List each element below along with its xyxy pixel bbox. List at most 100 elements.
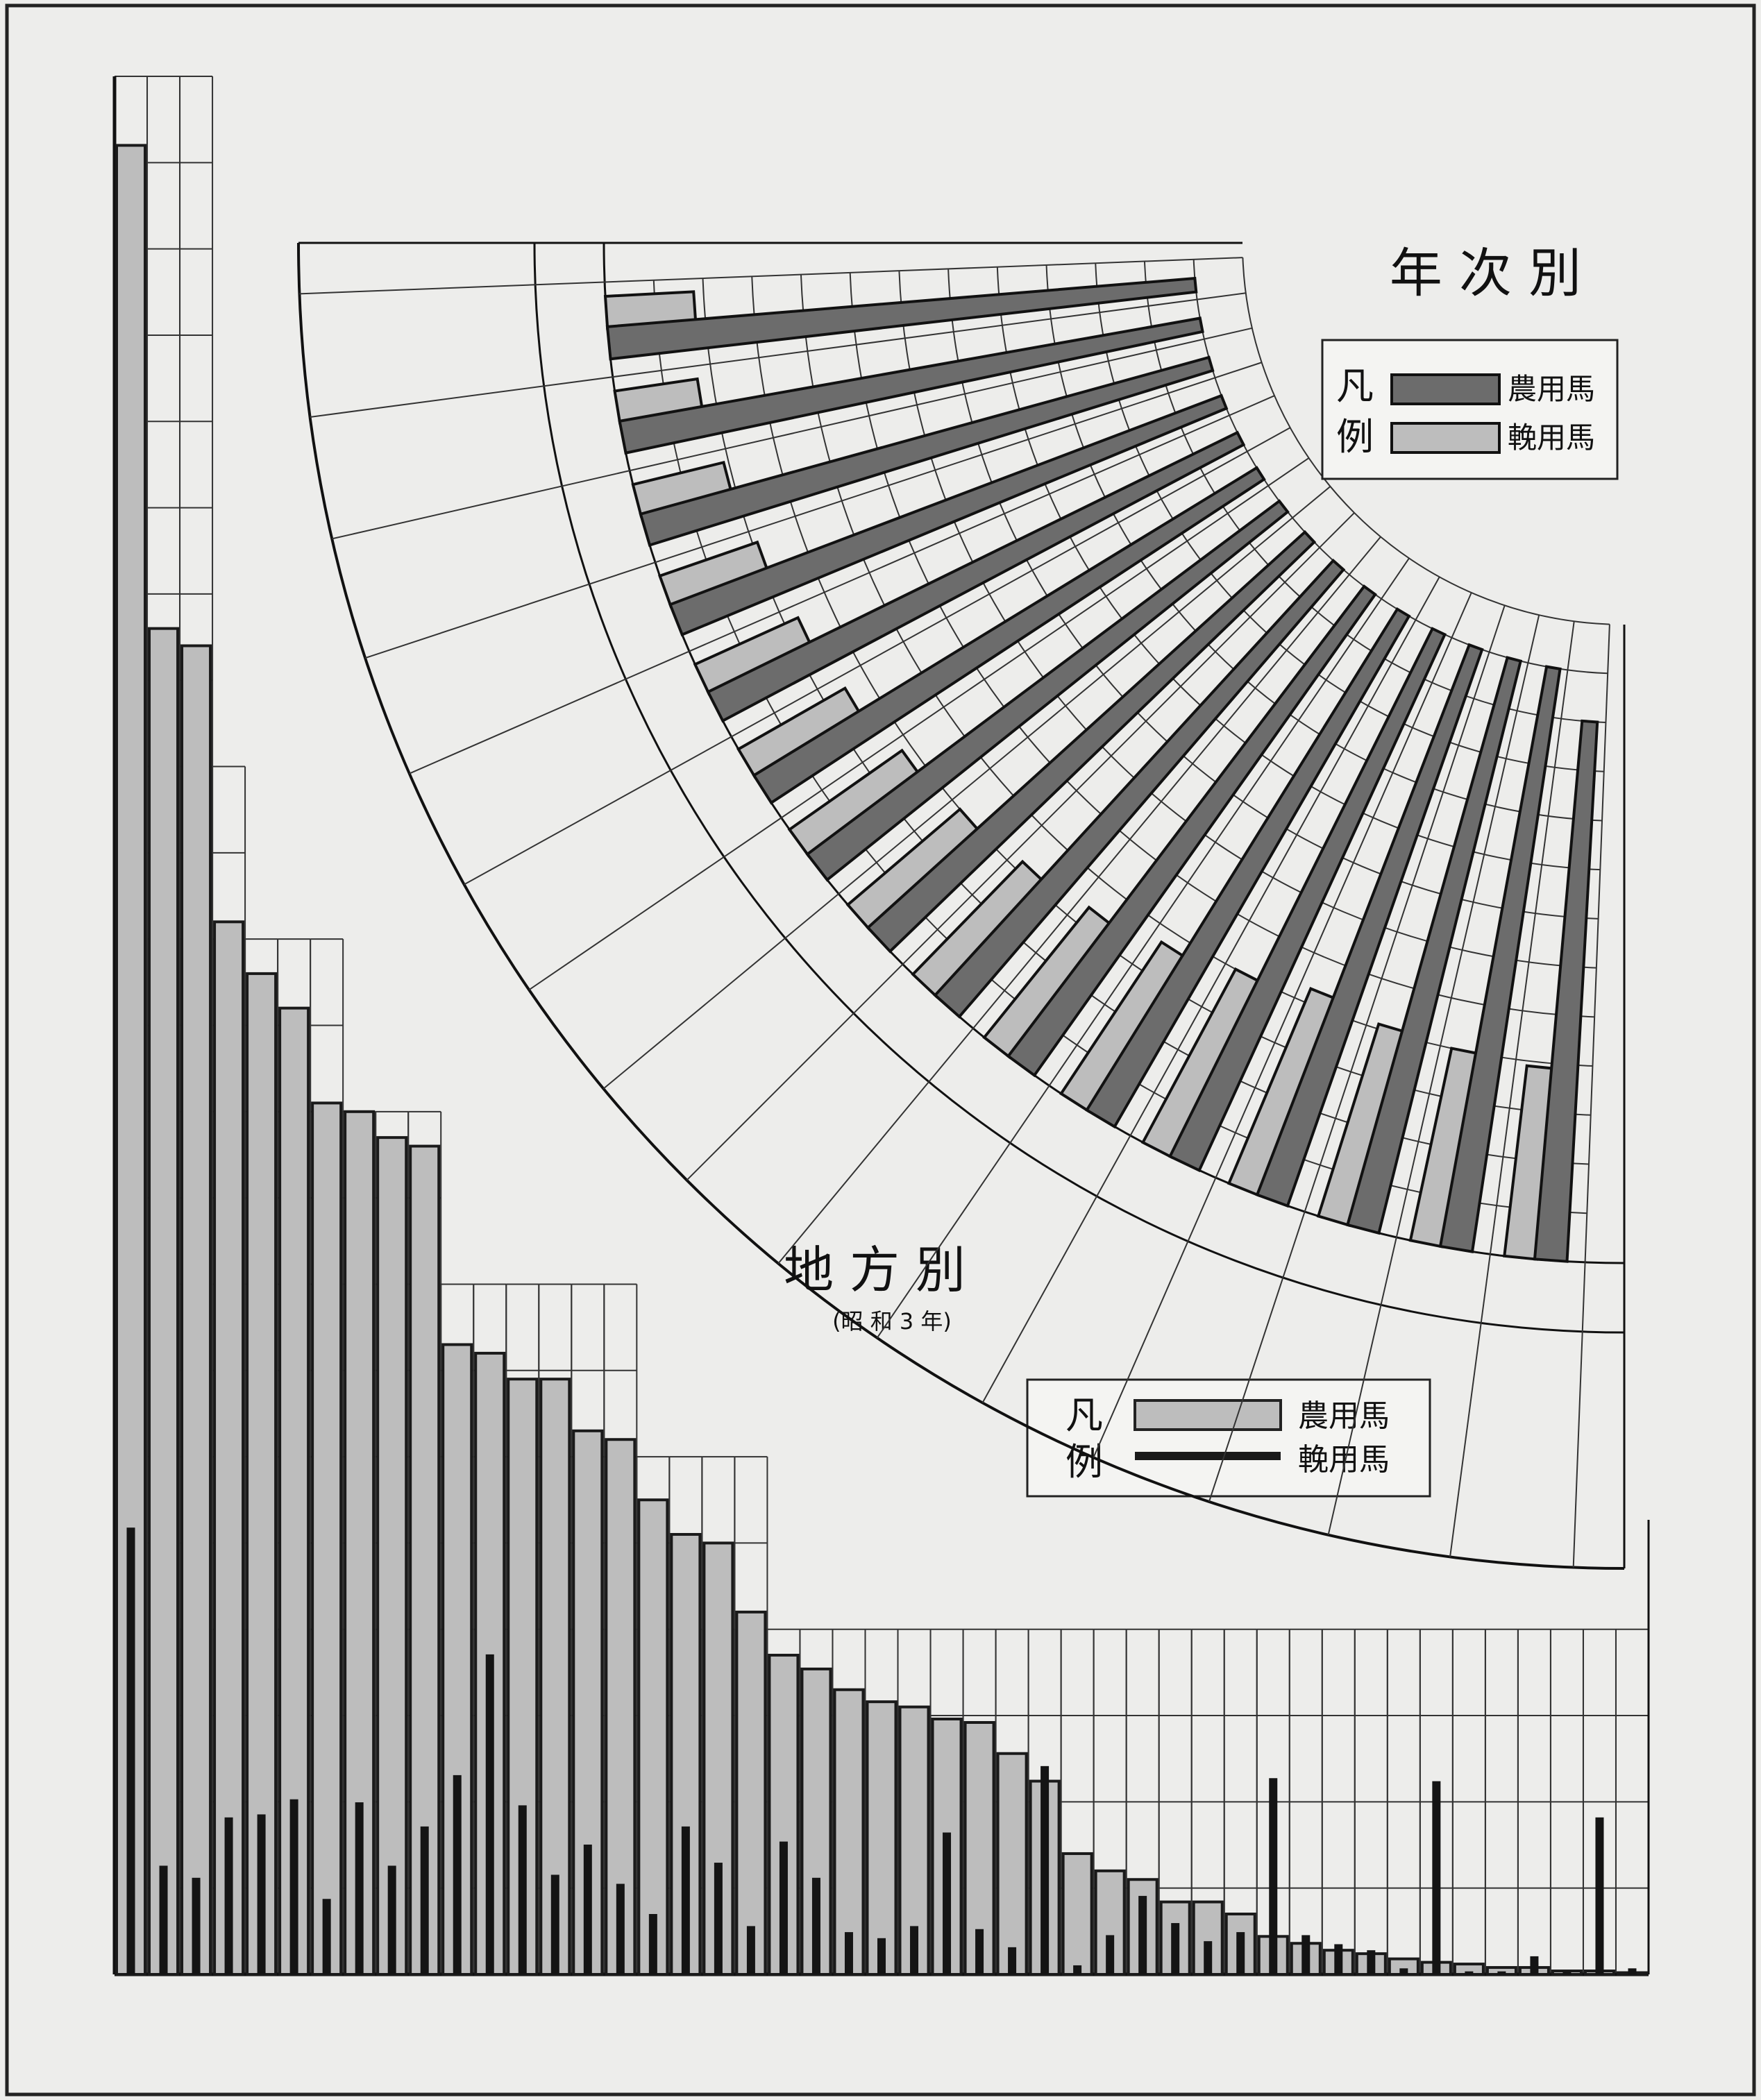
draft-horse-bar [387, 1865, 396, 1974]
draft-horse-bar [420, 1826, 429, 1974]
yearly-legend-farm-swatch [1390, 373, 1501, 405]
draft-horse-bar [583, 1844, 592, 1974]
draft-horse-bar [1530, 1956, 1539, 1974]
farm-horse-bar [637, 1498, 669, 1976]
regional-legend: 凡 例 農用馬 輓用馬 [1026, 1378, 1431, 1498]
draft-horse-bar [975, 1929, 984, 1974]
yearly-farm-bar [706, 430, 1246, 723]
yearly-legend: 凡 例 農用馬 輓用馬 [1321, 339, 1619, 480]
yearly-grid-ray [331, 327, 1253, 540]
farm-horse-bar [996, 1752, 1028, 1976]
farm-horse-bar [213, 920, 245, 1976]
yearly-farm-bar [866, 530, 1317, 954]
farm-horse-bar [866, 1700, 898, 1976]
yearly-bars [603, 276, 1599, 1263]
yearly-grid-ray [364, 362, 1262, 659]
draft-horse-bar [1008, 1947, 1017, 1974]
draft-horse-bar [811, 1877, 820, 1974]
yearly-grid-ray [603, 486, 1331, 1090]
yearly-grid-ray [1208, 605, 1506, 1502]
regional-subtitle: (昭 和 3 年) [832, 1308, 952, 1335]
farm-horse-bar [148, 627, 180, 1976]
farm-horse-bar [735, 1610, 767, 1976]
draft-horse-bar [1465, 1971, 1474, 1974]
draft-horse-bar [126, 1527, 135, 1974]
draft-horse-bar [192, 1877, 201, 1974]
outer-frame [5, 3, 1756, 2097]
draft-horse-bar [1399, 1968, 1408, 1974]
draft-horse-bar [910, 1926, 919, 1974]
yearly-farm-bar [752, 466, 1266, 805]
draft-horse-bar [681, 1826, 690, 1974]
yearly-farm-bar [1438, 665, 1562, 1253]
yearly-legend-draft-label: 輓用馬 [1508, 421, 1595, 455]
draft-horse-bar [1073, 1965, 1082, 1974]
draft-horse-bar [1171, 1923, 1180, 1974]
yearly-grid-ray [1449, 621, 1575, 1557]
yearly-legend-farm-label: 農用馬 [1508, 372, 1595, 406]
yearly-grid-ray [876, 557, 1410, 1339]
draft-horse-bar [1106, 1935, 1115, 1974]
draft-horse-bar [1301, 1935, 1311, 1974]
yearly-grid-arc [1242, 257, 1610, 625]
yearly-legend-box [1321, 339, 1619, 480]
farm-horse-bar [833, 1688, 865, 1976]
draft-horse-bar [1595, 1817, 1604, 1974]
yearly-grid-ray [981, 576, 1440, 1403]
yearly-legend-header-1: 凡 [1336, 364, 1374, 408]
draft-horse-bar [322, 1899, 331, 1974]
regional-legend-draft-swatch [1135, 1452, 1281, 1460]
yearly-farm-bar [1168, 627, 1447, 1173]
farm-horse-bar [1224, 1912, 1256, 1976]
yearly-farm-bar [933, 558, 1346, 1019]
farm-horse-bar [246, 972, 278, 1976]
yearly-farm-bar [1084, 607, 1411, 1129]
farm-horse-bar [1061, 1852, 1093, 1976]
draft-horse-bar [746, 1926, 755, 1974]
yearly-farm-bar [639, 355, 1215, 548]
regional-chart: 地 方 別 (昭 和 3 年) 凡 例 農用馬 輓用馬 [112, 76, 1650, 1976]
draft-horse-bar [1040, 1765, 1050, 1974]
regional-legend-farm-swatch [1134, 1399, 1282, 1431]
regional-legend-header-1: 凡 [1065, 1394, 1103, 1437]
draft-horse-bar [1269, 1778, 1278, 1974]
yearly-grid-ray [464, 427, 1291, 886]
draft-horse-bar [714, 1863, 723, 1974]
yearly-grid-ray [777, 536, 1381, 1264]
draft-horse-bar [844, 1932, 853, 1974]
yearly-farm-bar [668, 393, 1229, 637]
draft-horse-bar [159, 1865, 168, 1974]
draft-horse-bar [550, 1874, 559, 1974]
yearly-grid-ray [1327, 614, 1540, 1536]
yearly-legend-header-2: 例 [1336, 415, 1374, 459]
farm-horse-bar [376, 1136, 408, 1976]
draft-horse-bar [1236, 1932, 1245, 1974]
draft-horse-bar [1497, 1971, 1506, 1974]
draft-horse-bar [224, 1817, 233, 1974]
draft-horse-bar [485, 1654, 494, 1974]
regional-legend-farm-label: 農用馬 [1298, 1398, 1390, 1434]
draft-horse-bar [1432, 1781, 1441, 1974]
yearly-grid-ray [1572, 624, 1610, 1568]
draft-horse-bar [648, 1914, 657, 1974]
draft-horse-bar [943, 1832, 952, 1974]
farm-horse-bar [180, 644, 212, 1976]
yearly-farm-bar [1255, 643, 1484, 1208]
regional-legend-draft-label: 輓用馬 [1298, 1442, 1390, 1477]
yearly-grid-ray [686, 512, 1355, 1181]
yearly-farm-bar [1345, 656, 1523, 1235]
draft-horse-bar [1562, 1971, 1572, 1974]
draft-horse-bar [453, 1775, 462, 1974]
yearly-grid-ray [310, 292, 1246, 418]
regional-title: 地 方 別 [784, 1241, 966, 1299]
farm-horse-bar [311, 1101, 343, 1976]
draft-horse-bar [616, 1883, 625, 1974]
draft-horse-bars [126, 1527, 1637, 1974]
draft-horse-bar [257, 1814, 266, 1974]
yearly-radial-chart: 年 次 別 凡 例 農用馬 輓用馬 [297, 242, 1626, 1570]
draft-horse-bar [1367, 1950, 1376, 1974]
yearly-farm-bar [618, 316, 1204, 455]
yearly-grid-ray [409, 395, 1275, 774]
yearly-grid-ray [528, 457, 1310, 991]
